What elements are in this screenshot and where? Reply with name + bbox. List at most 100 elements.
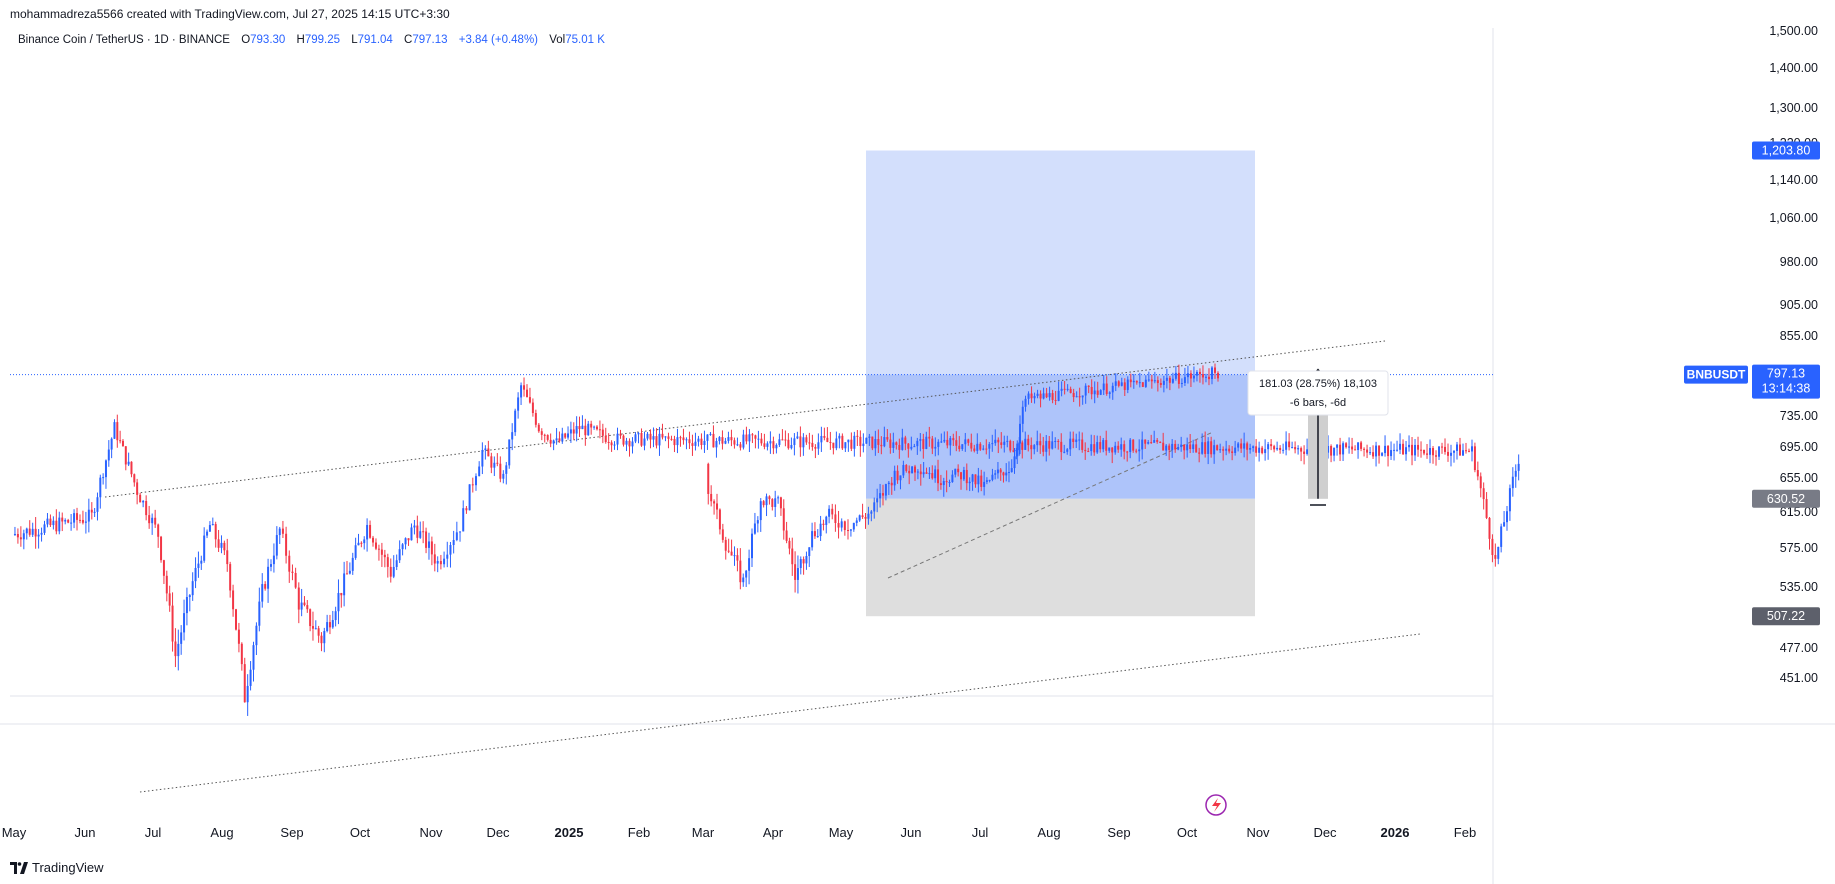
candle-body xyxy=(859,436,862,447)
candle-body xyxy=(34,528,37,537)
candle-body xyxy=(1294,447,1297,450)
candle-body xyxy=(1348,446,1351,448)
candle-body xyxy=(96,497,99,512)
candle-body xyxy=(1108,447,1111,451)
y-tick-label: 575.00 xyxy=(1780,541,1818,555)
candle-body xyxy=(1399,443,1402,450)
candle-body xyxy=(1009,440,1012,451)
stop-price-tag-bg xyxy=(1752,607,1820,626)
candle-body xyxy=(1288,441,1291,448)
candle-body xyxy=(389,566,392,577)
candle-body xyxy=(1465,450,1468,452)
candle-body xyxy=(99,477,102,498)
symbol-price-tag: BNBUSDT xyxy=(1684,365,1748,384)
y-tick-label: 1,060.00 xyxy=(1769,211,1818,225)
candle-body xyxy=(1396,449,1399,451)
candle-body xyxy=(1147,442,1150,444)
candle-body xyxy=(1057,440,1060,442)
entry-price-tag-bg xyxy=(1752,489,1820,508)
candle-body xyxy=(119,440,122,442)
candle-body xyxy=(1204,376,1207,378)
candle-body xyxy=(1192,444,1195,450)
candle-body xyxy=(366,524,369,540)
candle-body xyxy=(1246,443,1249,450)
candle-body xyxy=(784,439,787,441)
candle-body xyxy=(1270,444,1273,447)
candle-body xyxy=(988,479,991,481)
candle-body xyxy=(870,511,873,514)
candle-body xyxy=(177,643,180,657)
candle-body xyxy=(1024,438,1027,450)
candle-body xyxy=(999,469,1002,473)
candle-body xyxy=(970,442,973,449)
candle-body xyxy=(763,443,766,447)
candle-body xyxy=(514,410,517,433)
candle-body xyxy=(945,481,948,483)
candle-body xyxy=(1393,449,1396,451)
candle-body xyxy=(616,433,619,445)
candle-body xyxy=(1033,395,1036,399)
candle-body xyxy=(430,541,433,555)
candle-body xyxy=(116,422,119,441)
candle-body xyxy=(49,518,52,526)
candle-body xyxy=(688,439,691,444)
candle-body xyxy=(1264,449,1267,454)
candle-body xyxy=(774,498,777,507)
candle-body xyxy=(243,664,246,703)
candle-body xyxy=(188,595,191,598)
candle-body xyxy=(766,443,769,447)
candle-body xyxy=(904,437,907,444)
candle-body xyxy=(502,473,505,479)
symbol-title[interactable]: Binance Coin / TetherUS · 1D · BINANCE xyxy=(18,34,230,46)
candle-body xyxy=(1360,442,1363,449)
candle-body xyxy=(1503,522,1506,527)
candle-body xyxy=(1300,448,1303,452)
candle-body xyxy=(1240,443,1243,449)
candle-body xyxy=(619,433,622,436)
candle-body xyxy=(281,528,284,534)
candle-body xyxy=(1506,511,1508,523)
candle-body xyxy=(493,462,496,468)
candle-body xyxy=(468,484,471,511)
candle-body xyxy=(893,470,896,486)
candle-body xyxy=(1051,393,1054,400)
candle-body xyxy=(785,530,788,541)
candle-body xyxy=(543,434,546,436)
candle-body xyxy=(1027,393,1030,399)
candle-body xyxy=(180,632,183,644)
candle-body xyxy=(1102,383,1105,391)
candle-body xyxy=(802,437,805,448)
candle-body xyxy=(1096,442,1099,453)
candle-body xyxy=(28,528,31,535)
candle-body xyxy=(646,433,649,439)
candle-body xyxy=(853,435,856,449)
candle-body xyxy=(1511,476,1514,489)
candle-body xyxy=(739,560,742,583)
candle-body xyxy=(1027,438,1030,446)
footer-brand[interactable]: TradingView xyxy=(10,860,104,875)
candle-body xyxy=(1156,440,1159,442)
candle-body xyxy=(1330,445,1333,456)
candle-body xyxy=(754,435,757,439)
candle-body xyxy=(1144,439,1147,444)
entry-price-tag-text: 630.52 xyxy=(1767,492,1805,506)
candle-body xyxy=(1072,392,1075,398)
x-tick-label: May xyxy=(2,825,27,840)
candle-body xyxy=(490,456,493,468)
candle-body xyxy=(1186,373,1189,378)
candle-body xyxy=(87,509,90,522)
candle-body xyxy=(306,605,309,610)
candle-body xyxy=(991,443,994,445)
candle-body xyxy=(1012,450,1015,452)
candle-body xyxy=(351,557,354,571)
candle-body xyxy=(895,442,898,445)
candle-body xyxy=(1297,448,1300,450)
candle-body xyxy=(700,438,703,446)
candle-body xyxy=(1186,444,1189,451)
candle-body xyxy=(1013,456,1016,469)
candle-body xyxy=(682,437,685,441)
candle-body xyxy=(1129,439,1132,453)
x-tick-label: 2026 xyxy=(1381,825,1410,840)
